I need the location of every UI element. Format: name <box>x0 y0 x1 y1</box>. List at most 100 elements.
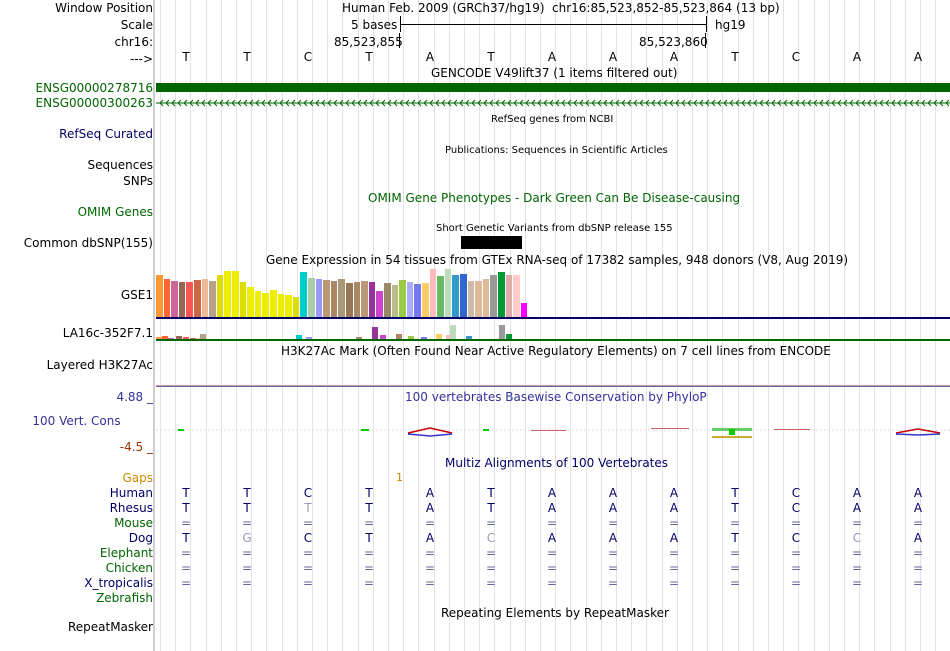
gtex-tissue-bar[interactable] <box>490 275 497 317</box>
gtex-tissue-bar[interactable] <box>262 293 269 317</box>
gtex-tissue-bar[interactable] <box>200 334 206 339</box>
gtex-tissue-bar[interactable] <box>437 276 444 317</box>
gtex-tissue-bar[interactable] <box>176 336 182 339</box>
dbsnp-variant-block[interactable] <box>461 236 522 249</box>
gaps-label[interactable]: Gaps <box>122 471 153 485</box>
gtex-tissue-bar[interactable] <box>406 282 414 317</box>
gtex-tissue-bar[interactable] <box>209 281 216 317</box>
dbsnp-label[interactable]: Common dbSNP(155) <box>23 236 153 250</box>
gene1-exon-bar[interactable] <box>156 83 950 92</box>
gtex-tissue-bar[interactable] <box>171 281 178 317</box>
sequences-label[interactable]: Sequences <box>87 158 153 172</box>
multiz-base: = <box>302 576 314 590</box>
gtex-tissue-bar[interactable] <box>247 287 254 317</box>
gtex-tissue-bar[interactable] <box>346 283 353 317</box>
scale-bar <box>400 24 706 25</box>
gtex-tissue-bar[interactable] <box>201 279 209 317</box>
gtex-tissue-bar[interactable] <box>306 337 312 339</box>
gene2-label[interactable]: ENSG00000300263 <box>35 96 153 110</box>
gtex-tissue-bar[interactable] <box>505 275 513 317</box>
gtex-tissue-bar[interactable] <box>384 283 391 317</box>
sequences-track-title: Publications: Sequences in Scientific Ar… <box>445 145 668 156</box>
gtex-tissue-bar[interactable] <box>216 275 224 317</box>
gtex-tissue-bar[interactable] <box>338 279 345 317</box>
gtex-tissue-bar[interactable] <box>452 275 459 317</box>
gtex-tissue-bar[interactable] <box>323 280 330 317</box>
gtex-tissue-bar[interactable] <box>277 294 285 317</box>
multiz-species-label[interactable]: Human <box>109 486 153 500</box>
gtex-tissue-bar[interactable] <box>475 281 482 317</box>
gtex-tissue-bar[interactable] <box>163 279 171 317</box>
gtex-tissue-bar[interactable] <box>270 290 277 317</box>
multiz-species-label[interactable]: X_tropicalis <box>84 576 153 590</box>
gtex-tissue-bar[interactable] <box>396 334 402 339</box>
gtex-tissue-bar[interactable] <box>356 337 362 339</box>
gtex-tissue-bar[interactable] <box>178 282 186 317</box>
gtex-tissue-bar[interactable] <box>380 335 386 339</box>
multiz-species-label[interactable]: Chicken <box>105 561 153 575</box>
h3k27ac-label[interactable]: Layered H3K27Ac <box>46 358 153 372</box>
repeat-label[interactable]: RepeatMasker <box>67 620 153 634</box>
gtex-tissue-bar[interactable] <box>156 337 162 339</box>
gene1-label[interactable]: ENSG00000278716 <box>35 81 153 95</box>
gtex-tissue-bar[interactable] <box>520 303 528 317</box>
multiz-species-label[interactable]: Zebrafish <box>96 591 153 605</box>
gtex-tissue-bar[interactable] <box>466 336 472 339</box>
gtex-tissue-bar[interactable] <box>183 337 189 339</box>
gtex-tissue-bar[interactable] <box>168 338 174 339</box>
gtex-tissue-bar[interactable] <box>408 336 414 339</box>
gtex-tissue-bar[interactable] <box>300 272 307 317</box>
phylop-label[interactable]: 100 Vert. Cons <box>32 414 121 428</box>
gtex-tissue-bar[interactable] <box>285 295 292 317</box>
gene2-intron-line[interactable] <box>156 97 950 109</box>
gtex-tissue-bar[interactable] <box>296 335 302 339</box>
multiz-species-label[interactable]: Rhesus <box>109 501 153 515</box>
omim-label[interactable]: OMIM Genes <box>77 205 153 219</box>
gtex-gene1-label[interactable]: GSE1 <box>120 288 153 302</box>
gtex-tissue-bar[interactable] <box>506 334 512 339</box>
gtex-tissue-bar[interactable] <box>232 271 239 317</box>
gtex-la16c-barchart[interactable] <box>156 323 536 339</box>
gtex-tissue-bar[interactable] <box>499 325 505 339</box>
gtex-tissue-bar[interactable] <box>254 291 262 317</box>
gtex-tissue-bar[interactable] <box>391 285 399 317</box>
gtex-tissue-bar[interactable] <box>186 282 193 317</box>
gtex-tissue-bar[interactable] <box>315 279 323 317</box>
gtex-tissue-bar[interactable] <box>308 278 315 317</box>
gtex-tissue-bar[interactable] <box>194 280 201 317</box>
gtex-gene2-label[interactable]: LA16c-352F7.1 <box>62 326 153 340</box>
gtex-tissue-bar[interactable] <box>330 281 338 317</box>
gtex-tissue-bar[interactable] <box>224 271 231 317</box>
gtex-tissue-bar[interactable] <box>372 327 378 339</box>
gtex-tissue-bar[interactable] <box>429 269 437 317</box>
gtex-tissue-bar[interactable] <box>414 284 421 317</box>
gtex-tissue-bar[interactable] <box>162 336 168 339</box>
gtex-tissue-bar[interactable] <box>498 272 505 317</box>
gtex-tissue-bar[interactable] <box>513 275 520 317</box>
gtex-tissue-bar[interactable] <box>436 334 442 339</box>
gtex-tissue-bar[interactable] <box>460 274 467 317</box>
phylop-signal[interactable] <box>156 424 950 440</box>
multiz-species-label[interactable]: Dog <box>128 531 153 545</box>
gtex-tissue-bar[interactable] <box>482 279 490 317</box>
gtex-tissue-bar[interactable] <box>361 281 368 317</box>
gtex-tissue-bar[interactable] <box>376 291 383 317</box>
gtex-tissue-bar[interactable] <box>399 280 406 317</box>
gtex-tissue-bar[interactable] <box>444 269 452 317</box>
refseq-label[interactable]: RefSeq Curated <box>59 127 153 141</box>
snps-label[interactable]: SNPs <box>123 174 153 188</box>
multiz-species-label[interactable]: Elephant <box>99 546 153 560</box>
gtex-tissue-bar[interactable] <box>368 282 376 317</box>
gtex-gse1-barchart[interactable] <box>156 269 536 317</box>
multiz-species-label[interactable]: Mouse <box>114 516 153 530</box>
gtex-tissue-bar[interactable] <box>353 282 361 317</box>
gtex-tissue-bar[interactable] <box>292 297 300 317</box>
gtex-tissue-bar[interactable] <box>190 338 196 339</box>
gtex-tissue-bar[interactable] <box>446 335 452 339</box>
gtex-tissue-bar[interactable] <box>422 283 429 317</box>
gtex-tissue-bar[interactable] <box>450 325 456 339</box>
gtex-tissue-bar[interactable] <box>239 282 247 317</box>
gtex-tissue-bar[interactable] <box>467 281 475 317</box>
gtex-tissue-bar[interactable] <box>156 275 163 317</box>
gtex-tissue-bar[interactable] <box>421 337 427 339</box>
